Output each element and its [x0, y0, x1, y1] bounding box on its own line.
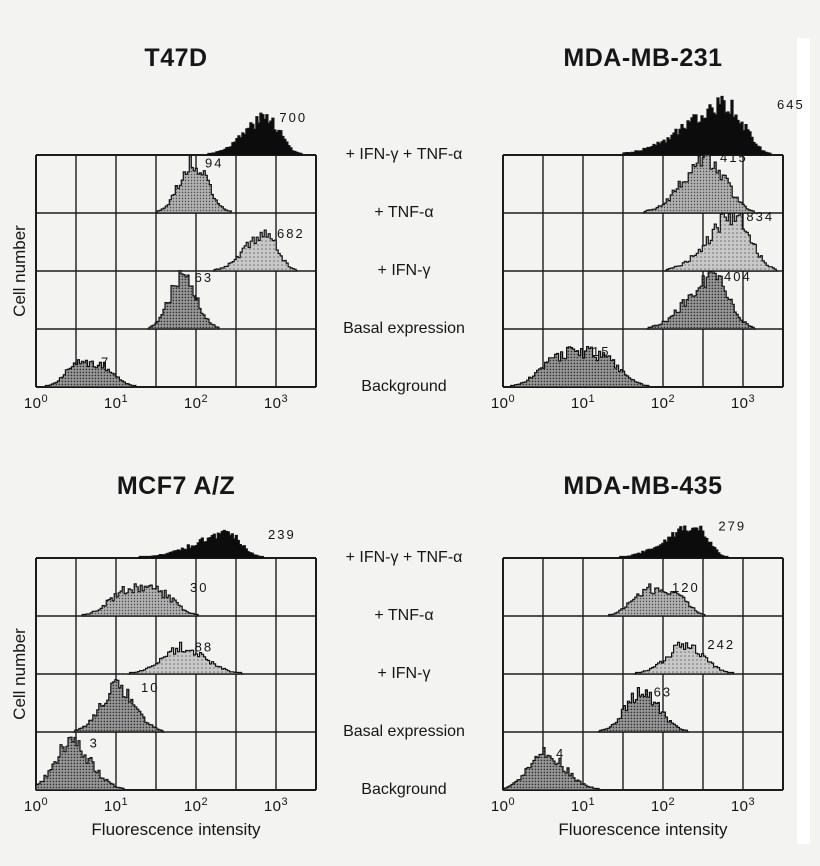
- peak-value-label: 94: [205, 156, 223, 171]
- condition-label-ifng: + IFN-γ: [377, 262, 431, 279]
- histogram-plot-t47d: 7 63 682 94 700: [35, 110, 317, 388]
- panel-mcf7-az: 3 10 88 30 239 100 101 102 103 Fluorescence …: [16, 498, 350, 842]
- histogram-plot-mcf7-az: 3 10 88 30 239: [35, 527, 317, 791]
- panel-title-mda-mb-231: MDA-MB-231: [563, 44, 723, 72]
- scan-artifact-strip: [797, 38, 810, 844]
- histogram-682: [212, 229, 299, 272]
- x-axis-label: Fluorescence intensity: [558, 820, 728, 839]
- condition-label-ifng-tnfa: + IFN-γ + TNF-α: [345, 146, 463, 163]
- peak-value-label: 279: [718, 519, 746, 534]
- x-tick: 101: [570, 796, 596, 815]
- condition-label-tnfa: + TNF-α: [374, 607, 434, 624]
- histogram-404: [646, 266, 757, 330]
- x-tick: 100: [490, 393, 516, 412]
- condition-label-ifng-tnfa: + IFN-γ + TNF-α: [345, 549, 463, 566]
- x-tick: 103: [730, 393, 756, 412]
- condition-label-background: Background: [361, 378, 447, 395]
- peak-value-label: 3: [90, 736, 99, 751]
- peak-value-label: 7: [101, 355, 110, 370]
- peak-value-label: 645: [777, 97, 805, 112]
- histogram-63: [147, 270, 220, 330]
- x-axis-label: Fluorescence intensity: [91, 820, 261, 839]
- peak-value-label: 682: [277, 226, 305, 241]
- histogram-700: [205, 112, 303, 156]
- condition-label-background: Background: [361, 781, 447, 798]
- condition-label-tnfa: + TNF-α: [374, 204, 434, 221]
- histogram-88: [127, 641, 244, 675]
- x-tick: 102: [650, 796, 676, 815]
- histogram-239: [137, 529, 265, 559]
- x-tick: 102: [183, 393, 209, 412]
- x-tick: 100: [23, 393, 49, 412]
- condition-label-ifng: + IFN-γ: [377, 665, 431, 682]
- histogram-15: [510, 346, 650, 388]
- peak-value-label: 4: [556, 746, 565, 761]
- x-tick: 101: [103, 796, 129, 815]
- peak-value-label: 239: [268, 527, 296, 542]
- histogram-63: [597, 687, 690, 733]
- histogram-3: [35, 736, 125, 791]
- panel-title-t47d: T47D: [144, 44, 208, 72]
- panel-mda-mb-435: 4 63 242 120 279 100 101 102 103 Fluorescenc…: [483, 498, 817, 842]
- histogram-834: [664, 209, 779, 272]
- x-tick: 100: [490, 796, 516, 815]
- peak-value-label: 242: [707, 637, 735, 652]
- peak-value-label: 700: [279, 110, 307, 125]
- condition-label-basal: Basal expression: [343, 723, 465, 740]
- condition-label-basal: Basal expression: [343, 320, 465, 337]
- histogram-4: [502, 747, 601, 791]
- x-tick: 102: [650, 393, 676, 412]
- histogram-94: [155, 155, 233, 214]
- x-tick: 103: [263, 393, 289, 412]
- x-tick: 100: [23, 796, 49, 815]
- x-tick: 103: [263, 796, 289, 815]
- histogram-120: [608, 583, 706, 617]
- histogram-7: [44, 359, 138, 388]
- histogram-279: [617, 525, 730, 559]
- panel-title-mda-mb-435: MDA-MB-435: [563, 472, 723, 500]
- panel-mda-mb-231: 15 404 834 415 645 100 101 102 103: [483, 95, 817, 439]
- peak-value-label: 63: [195, 270, 213, 285]
- histogram-plot-mda-mb-435: 4 63 242 120 279: [502, 519, 784, 791]
- peak-value-label: 15: [592, 344, 610, 359]
- x-tick: 101: [570, 393, 596, 412]
- histogram-242: [633, 641, 735, 675]
- x-tick: 103: [730, 796, 756, 815]
- x-tick: 101: [103, 393, 129, 412]
- peak-value-label: 10: [141, 680, 159, 695]
- peak-value-label: 63: [654, 685, 672, 700]
- histogram-415: [642, 150, 757, 214]
- peak-value-label: 120: [672, 580, 700, 595]
- peak-value-label: 404: [724, 269, 752, 284]
- peak-value-label: 30: [190, 580, 208, 595]
- peak-value-label: 88: [195, 639, 213, 654]
- panel-t47d: 7 63 682 94 700 100 101 102 103: [16, 95, 350, 439]
- histogram-10: [72, 679, 165, 733]
- x-tick: 102: [183, 796, 209, 815]
- histogram-645: [619, 95, 772, 156]
- histogram-30: [81, 583, 199, 617]
- panel-title-mcf7-az: MCF7 A/Z: [116, 472, 236, 500]
